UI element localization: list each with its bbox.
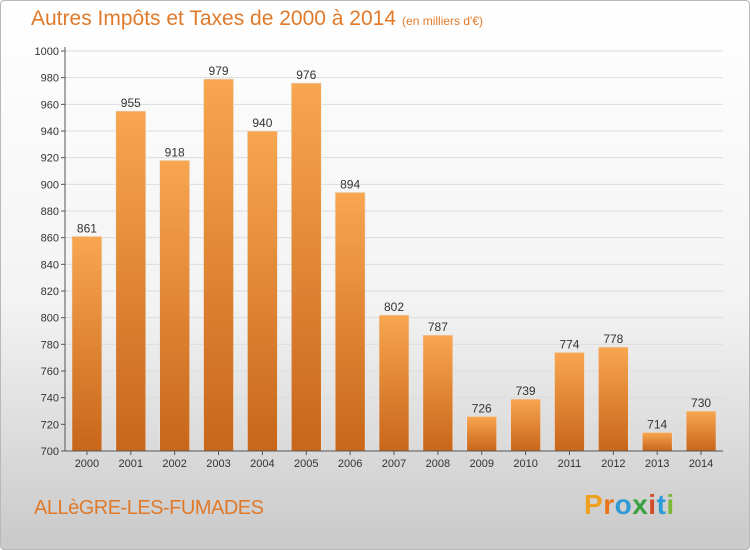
data-label: 726: [472, 401, 492, 415]
brand-letter: r: [603, 489, 615, 520]
y-tick-label: 820: [41, 286, 59, 298]
x-tick-label: 2008: [426, 458, 450, 470]
data-label: 976: [296, 68, 316, 82]
brand-letter: o: [614, 489, 633, 520]
data-label: 894: [340, 177, 360, 191]
y-tick-label: 740: [41, 393, 59, 405]
y-tick-label: 700: [41, 446, 59, 458]
brand-letter: P: [584, 489, 604, 520]
bar-2013: [641, 432, 673, 452]
y-axis: 700 720 740 760 780 800 820 840 860 880 900 920 940 9…: [35, 46, 66, 458]
bar-2008: [422, 334, 454, 452]
location-name: ALLèGRE-LES-FUMADES: [34, 497, 264, 519]
chart-title: Autres Impôts et Taxes de 2000 à 2014 (en…: [31, 7, 483, 31]
x-axis: 2000 2001 2002 2003 2004 2005 2006 2007 2008 2009…: [65, 450, 723, 470]
brand-letter: i: [648, 489, 657, 520]
x-tick-label: 2012: [601, 458, 625, 470]
bar-2004: [247, 130, 278, 452]
y-tick-label: 780: [41, 339, 59, 351]
x-tick-label: 2006: [338, 458, 362, 470]
x-tick-label: 2010: [513, 458, 537, 470]
chart-unit: (en milliers d'€): [402, 14, 484, 28]
x-tick-label: 2003: [206, 458, 230, 470]
data-label: 778: [603, 332, 623, 346]
brand-letter: t: [656, 489, 667, 520]
bar-2002: [159, 160, 190, 452]
y-tick-label: 880: [41, 206, 59, 218]
data-label: 739: [516, 384, 536, 398]
bar-2000: [71, 236, 103, 452]
y-tick-label: 900: [41, 179, 59, 191]
x-tick-label: 2013: [645, 458, 669, 470]
y-tick-label: 720: [41, 419, 59, 431]
bar-2001: [115, 110, 147, 452]
y-tick-label: 800: [41, 313, 59, 325]
y-tick-label: 960: [41, 99, 59, 111]
bars: 861 955 918 979 940 976 894 802 787 726 739 774 778 7…: [71, 64, 717, 452]
bar-2006: [334, 192, 366, 452]
data-label: 787: [428, 320, 448, 334]
x-tick-label: 2014: [689, 458, 713, 470]
data-label: 730: [691, 396, 711, 410]
y-tick-label: 860: [41, 233, 59, 245]
x-tick-label: 2000: [75, 458, 99, 470]
brand-letter: x: [632, 489, 649, 520]
bar-2012: [598, 346, 629, 452]
data-label: 979: [209, 64, 229, 78]
bar-2007: [378, 314, 410, 452]
data-label: 802: [384, 300, 404, 314]
y-tick-label: 980: [41, 73, 59, 85]
data-label: 955: [121, 96, 141, 110]
y-tick-label: 920: [41, 153, 59, 165]
chart-title-text: Autres Impôts et Taxes de 2000 à 2014: [31, 7, 397, 30]
bar-2010: [510, 398, 541, 452]
x-tick-label: 2001: [119, 458, 143, 470]
data-label: 714: [647, 417, 667, 431]
x-tick-label: 2009: [469, 458, 493, 470]
y-tick-label: 840: [41, 259, 59, 271]
data-label: 940: [252, 116, 272, 130]
bar-2009: [466, 416, 498, 452]
x-tick-label: 2005: [294, 458, 318, 470]
y-tick-label: 760: [41, 366, 59, 378]
x-tick-label: 2004: [250, 458, 274, 470]
data-label: 774: [559, 337, 579, 351]
x-tick-label: 2007: [382, 458, 406, 470]
y-tick-label: 1000: [35, 46, 59, 58]
bar-2003: [203, 78, 234, 452]
bar-2011: [554, 352, 585, 452]
x-tick-label: 2002: [162, 458, 186, 470]
bar-2005: [290, 82, 322, 452]
x-tick-label: 2011: [558, 458, 582, 470]
brand-logo: Proxiti: [584, 489, 675, 521]
data-label: 918: [165, 145, 185, 159]
y-tick-label: 940: [41, 126, 59, 138]
brand-letter: i: [666, 489, 675, 520]
data-label: 861: [77, 221, 97, 235]
bar-2014: [685, 410, 717, 452]
